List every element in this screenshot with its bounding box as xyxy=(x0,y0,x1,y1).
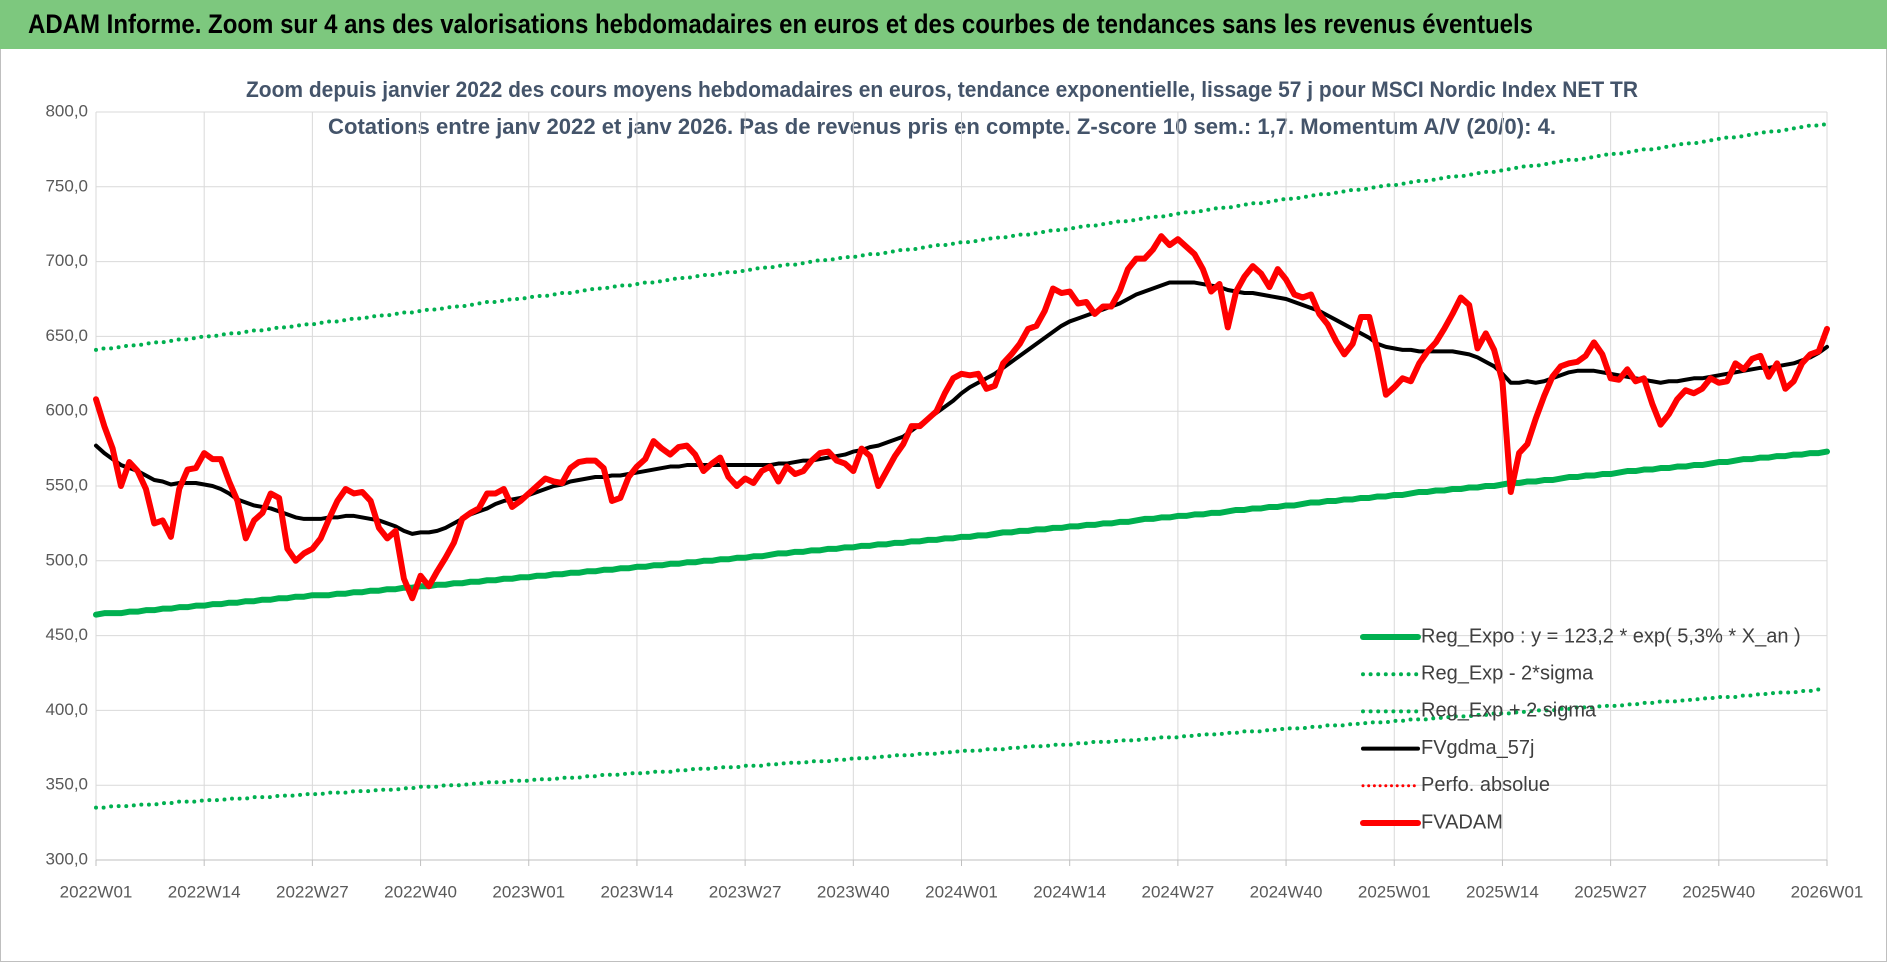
y-tick-label: 550,0 xyxy=(45,475,88,494)
x-tick-label: 2026W01 xyxy=(1791,882,1864,901)
legend: Reg_Expo : y = 123,2 * exp( 5,3% * X_an … xyxy=(1360,625,1801,833)
banner-title: ADAM Informe. Zoom sur 4 ans des valoris… xyxy=(28,9,1533,39)
series-line xyxy=(93,233,1830,602)
banner xyxy=(0,0,1887,49)
y-tick-label: 300,0 xyxy=(45,849,88,868)
x-tick-label: 2025W40 xyxy=(1682,882,1755,901)
x-tick-label: 2024W40 xyxy=(1250,882,1323,901)
y-tick-label: 400,0 xyxy=(45,700,88,719)
series-line xyxy=(93,448,1830,618)
y-tick-label: 650,0 xyxy=(45,326,88,345)
x-tick-label: 2023W01 xyxy=(492,882,565,901)
y-tick-label: 500,0 xyxy=(45,550,88,569)
grid: 300,0 350,0 400,0 450,0 500,0 550,0 600,0 650,0… xyxy=(45,101,1863,901)
y-tick-label: 350,0 xyxy=(45,775,88,794)
x-tick-label: 2024W14 xyxy=(1033,882,1106,901)
y-tick-label: 600,0 xyxy=(45,401,88,420)
x-tick-label: 2022W27 xyxy=(276,882,349,901)
x-tick-label: 2022W14 xyxy=(168,882,241,901)
x-tick-label: 2023W14 xyxy=(601,882,674,901)
series-line xyxy=(94,687,1821,810)
chart-subtitle: Cotations entre janv 2022 et janv 2026. … xyxy=(328,114,1556,139)
x-tick-label: 2024W27 xyxy=(1141,882,1214,901)
y-tick-label: 800,0 xyxy=(45,101,88,120)
y-tick-label: 450,0 xyxy=(45,625,88,644)
x-tick-label: 2024W01 xyxy=(925,882,998,901)
y-tick-label: 750,0 xyxy=(45,176,88,195)
chart-title: Zoom depuis janvier 2022 des cours moyen… xyxy=(246,77,1638,102)
plot xyxy=(93,121,1830,810)
series-line xyxy=(94,121,1829,352)
x-tick-label: 2025W27 xyxy=(1574,882,1647,901)
legend-label: FVgdma_57j xyxy=(1421,737,1534,759)
x-tick-label: 2023W40 xyxy=(817,882,890,901)
x-tick-label: 2022W40 xyxy=(384,882,457,901)
y-tick-label: 700,0 xyxy=(45,251,88,270)
legend-label: Perfo. absolue xyxy=(1421,774,1550,796)
legend-label: Reg_Exp - 2*sigma xyxy=(1421,662,1594,684)
legend-label: Reg_Expo : y = 123,2 * exp( 5,3% * X_an … xyxy=(1421,625,1801,647)
legend-label: Reg_Exp + 2 sigma xyxy=(1421,700,1597,722)
series-line xyxy=(94,280,1829,536)
x-tick-label: 2025W01 xyxy=(1358,882,1431,901)
x-tick-label: 2022W01 xyxy=(60,882,133,901)
legend-label: FVADAM xyxy=(1421,811,1503,833)
x-tick-label: 2023W27 xyxy=(709,882,782,901)
x-tick-label: 2025W14 xyxy=(1466,882,1539,901)
